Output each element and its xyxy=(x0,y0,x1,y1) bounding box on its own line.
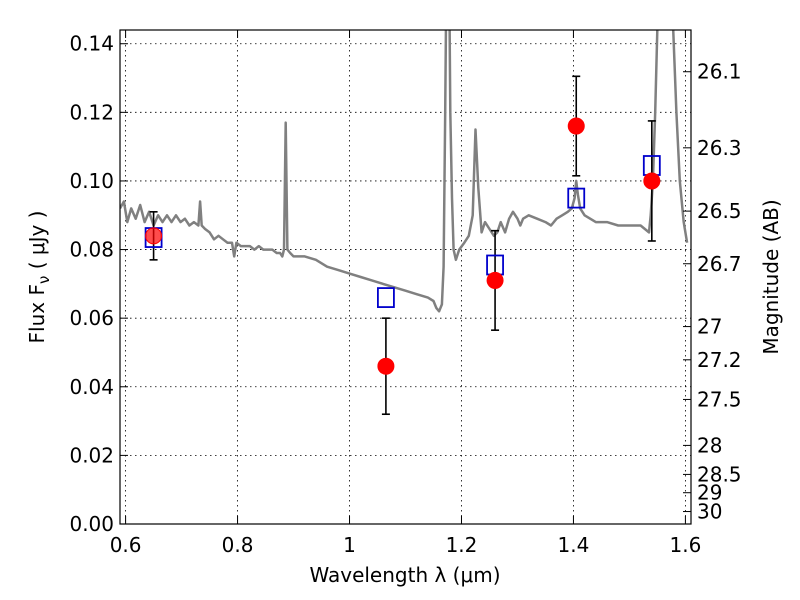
observed-circle-marker xyxy=(643,172,661,190)
observed-circle-marker xyxy=(145,227,163,245)
y-tick-label: 0.06 xyxy=(69,306,114,330)
y2-tick-label: 29 xyxy=(697,481,722,505)
y2-axis-label: Magnitude (AB) xyxy=(759,199,783,354)
y-tick-label: 0.10 xyxy=(69,169,114,193)
tick-labels: 0.6 0.8 1 1.2 1.4 1.6 0.00 0.02 0.04 0.06 0.08 0.10… xyxy=(69,32,741,557)
y-axis-label-main: Flux F xyxy=(25,284,49,343)
grid xyxy=(120,30,691,524)
y2-tick-label: 27 xyxy=(697,315,722,339)
y2-tick-label: 26.3 xyxy=(697,136,742,160)
observed-photometry-markers xyxy=(145,117,661,375)
x-tick-label: 1.2 xyxy=(446,533,478,557)
x-tick-label: 0.8 xyxy=(222,533,254,557)
y-tick-label: 0.08 xyxy=(69,238,114,262)
y2-tick-label: 27.2 xyxy=(697,348,742,372)
model-square-marker xyxy=(567,187,586,209)
plot-frame xyxy=(119,29,692,525)
y-tick-label: 0.12 xyxy=(69,100,114,124)
y-axis-label: Flux Fν ( μJy ) xyxy=(25,211,53,344)
ticks xyxy=(120,30,691,525)
y-tick-label: 0.00 xyxy=(69,512,114,536)
y-axis-label-sub: ν xyxy=(35,276,53,284)
model-photometry-markers xyxy=(144,155,661,308)
y2-tick-label: 26.5 xyxy=(697,199,742,223)
x-tick-label: 1 xyxy=(343,533,356,557)
observed-circle-marker xyxy=(486,271,504,289)
y2-tick-label: 27.5 xyxy=(697,387,742,411)
model-square-marker xyxy=(377,287,395,308)
y-tick-label: 0.04 xyxy=(69,375,114,399)
x-tick-label: 1.4 xyxy=(558,533,590,557)
spectrum-line xyxy=(120,30,689,313)
y-axis-label-unit: ( μJy ) xyxy=(25,211,49,276)
y2-tick-label: 30 xyxy=(697,500,722,524)
model-spectrum xyxy=(120,30,689,313)
observed-circle-marker xyxy=(377,357,395,375)
x-tick-label: 1.6 xyxy=(669,533,701,557)
y2-tick-label: 26.7 xyxy=(697,252,742,276)
x-axis-label: Wavelength λ (μm) xyxy=(309,563,500,587)
y-tick-label: 0.14 xyxy=(69,32,114,56)
observed-circle-marker xyxy=(567,117,585,135)
y-tick-label: 0.02 xyxy=(69,443,114,467)
x-tick-label: 0.6 xyxy=(110,533,142,557)
y2-tick-label: 28.5 xyxy=(697,462,742,486)
y2-tick-label: 28 xyxy=(697,433,722,457)
y2-tick-label: 26.1 xyxy=(697,60,742,84)
